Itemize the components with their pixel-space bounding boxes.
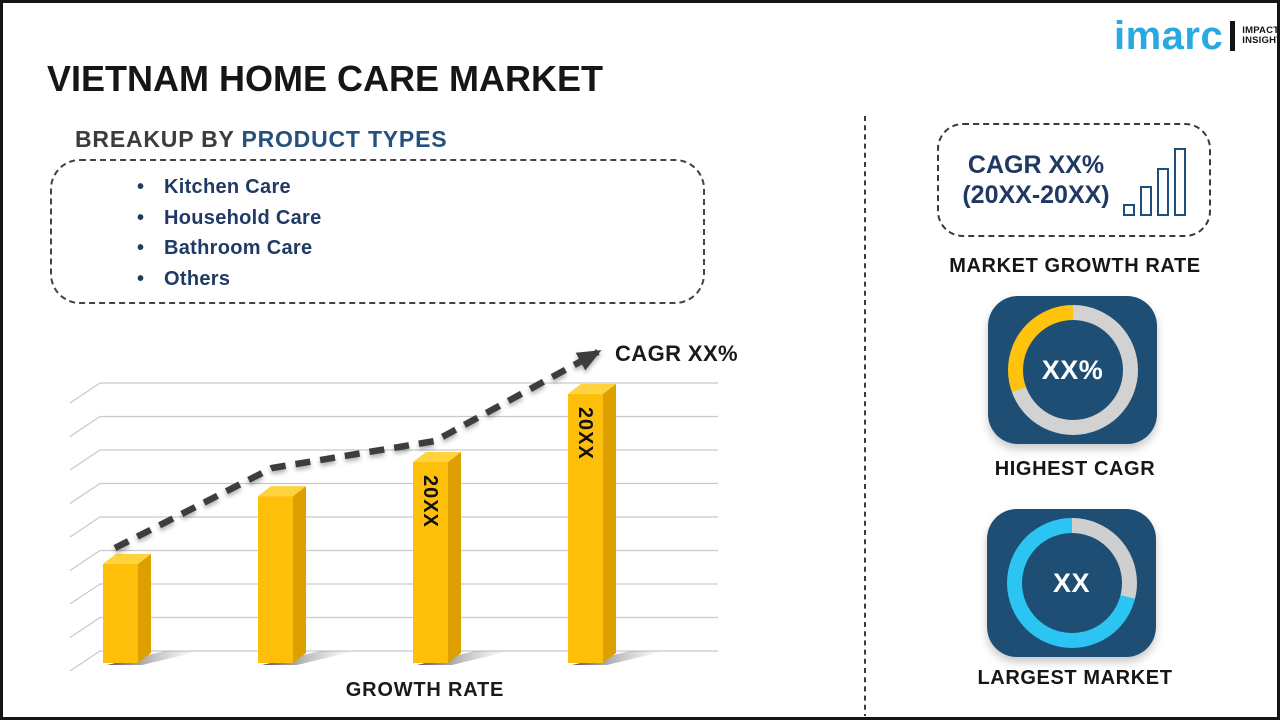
gridline (69, 616, 718, 638)
page-title: VIETNAM HOME CARE MARKET (47, 58, 603, 99)
market-growth-rate-caption: MARKET GROWTH RATE (949, 255, 1201, 277)
largest-market-caption: LARGEST MARKET (977, 667, 1173, 689)
breakup-heading-highlight: PRODUCT TYPES (241, 126, 448, 152)
logo-tagline-line2: INSIGHTS (1242, 35, 1280, 46)
highest-cagr-caption: HIGHEST CAGR (994, 458, 1156, 480)
bar-top (103, 553, 151, 564)
trend-cagr-label: CAGR XX% (615, 341, 738, 366)
gridline (69, 650, 718, 672)
bar (568, 393, 603, 663)
list-item: Kitchen Care (137, 172, 703, 203)
imarc-brand-text: imarc (1114, 14, 1224, 58)
donut-hole (1022, 320, 1123, 420)
bar (413, 461, 448, 663)
growth-box-line1: CAGR XX% (967, 151, 1105, 179)
growth-box-text: CAGR XX% (20XX-20XX) (962, 150, 1109, 210)
bar-icon-bar (1139, 186, 1152, 216)
bar-top (413, 451, 461, 462)
bar-icon-bar (1173, 148, 1186, 216)
growth-chart-svg: 20XX 20XX (69, 349, 718, 672)
gridline (69, 583, 718, 605)
gridline (69, 449, 718, 471)
highest-cagr-tile: XX% (988, 296, 1157, 444)
bar-side (293, 486, 306, 663)
trend-arrow (113, 349, 602, 551)
bar-top (568, 383, 616, 394)
bar-side (138, 553, 151, 663)
logo-tagline: IMPACTFUL INSIGHTS (1242, 24, 1280, 47)
bar-side (448, 451, 461, 663)
logo-tagline-line1: IMPACTFUL (1242, 24, 1280, 36)
largest-market-donut: XX (1006, 518, 1137, 648)
breakup-heading: BREAKUP BY PRODUCT TYPES (75, 126, 447, 153)
bar-year-label: 20XX (574, 407, 596, 460)
breakup-heading-prefix: BREAKUP BY (75, 126, 242, 152)
gridline (69, 549, 718, 571)
bar-chart-icon (1122, 144, 1186, 216)
gridline (69, 516, 718, 538)
growth-box-line2: (20XX-20XX) (962, 181, 1110, 209)
list-item: Bathroom Care (137, 233, 703, 264)
product-types-box: Kitchen Care Household Care Bathroom Car… (50, 159, 705, 304)
bar (258, 496, 293, 663)
bar-year-label: 20XX (419, 475, 441, 528)
bar (103, 563, 138, 663)
market-growth-rate-box: CAGR XX% (20XX-20XX) (937, 123, 1211, 237)
vertical-divider (864, 116, 866, 716)
gridline (69, 382, 718, 404)
list-item: Others (137, 264, 703, 295)
bar-side (603, 383, 616, 663)
bar-top (258, 486, 306, 497)
chart-xaxis-label: GROWTH RATE (345, 679, 505, 701)
donut-hole (1021, 533, 1122, 633)
bar-icon-bar (1122, 204, 1135, 216)
imarc-logo: imarc IMPACTFUL INSIGHTS (1114, 16, 1280, 56)
bar-icon-bar (1156, 168, 1169, 216)
product-types-list: Kitchen Care Household Care Bathroom Car… (52, 172, 703, 294)
largest-market-tile: XX (987, 509, 1156, 657)
highest-cagr-donut: XX% (1007, 305, 1138, 435)
highest-cagr-value: XX% (1041, 354, 1104, 385)
gridline (69, 482, 718, 504)
largest-market-value: XX (1052, 567, 1091, 598)
logo-divider-bar (1230, 21, 1236, 51)
list-item: Household Care (137, 203, 703, 234)
gridline (69, 415, 718, 437)
